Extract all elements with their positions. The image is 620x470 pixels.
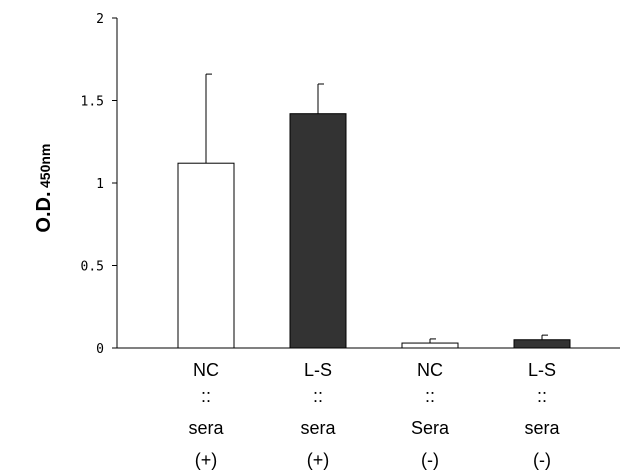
y-axis-label-subscript: 450nm xyxy=(37,144,53,188)
x-tick-label: L-S xyxy=(528,360,556,380)
y-tick-label: 1 xyxy=(96,177,104,192)
bar xyxy=(177,162,235,349)
error-bars xyxy=(205,73,548,344)
x-tick-labels: NC::sera(+) L-S::sera(+) NC::Sera(-) L-S::s… xyxy=(188,360,560,470)
bars xyxy=(177,113,571,349)
x-tick-label: sera xyxy=(524,418,560,438)
x-tick-label: sera xyxy=(188,418,224,438)
x-tick-label: :: xyxy=(425,386,435,406)
y-tick-label: 0 xyxy=(96,342,104,357)
x-tick-label: NC xyxy=(417,360,443,380)
x-tick-label: Sera xyxy=(411,418,450,438)
x-tick-label: (-) xyxy=(421,450,439,470)
x-tick-label: (-) xyxy=(533,450,551,470)
bar xyxy=(401,342,459,349)
bar xyxy=(513,339,571,349)
y-tick-label: 2 xyxy=(96,12,104,27)
x-tick-label: :: xyxy=(201,386,211,406)
y-axis-label: O.D. 450nm xyxy=(33,144,55,233)
bar xyxy=(289,113,347,349)
y-axis-label-main: O.D. xyxy=(33,191,55,232)
x-tick-label: (+) xyxy=(307,450,330,470)
y-tick-label: 0.5 xyxy=(81,260,104,275)
x-tick-label: NC xyxy=(193,360,219,380)
x-tick-label: L-S xyxy=(304,360,332,380)
x-tick-label: sera xyxy=(300,418,336,438)
y-ticks: 0 0.5 1 1.5 2 xyxy=(81,12,117,357)
x-tick-label: (+) xyxy=(195,450,218,470)
x-tick-label: :: xyxy=(313,386,323,406)
x-tick-label: :: xyxy=(537,386,547,406)
y-tick-label: 1.5 xyxy=(81,95,104,110)
